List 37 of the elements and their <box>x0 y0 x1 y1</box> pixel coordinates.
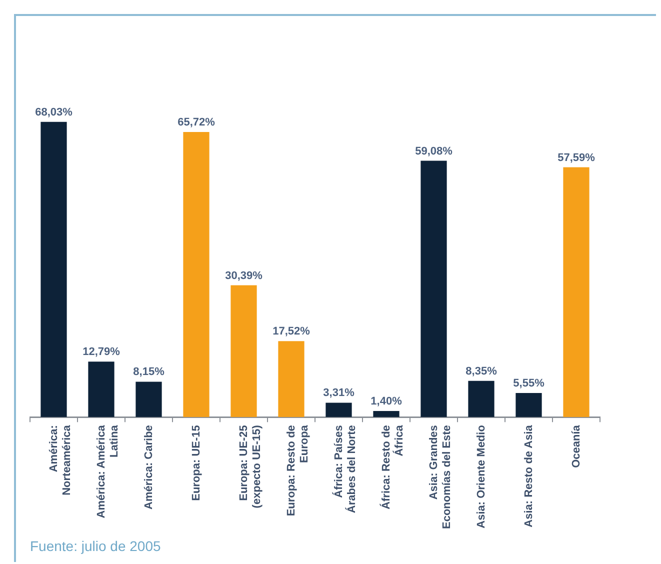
bar <box>468 380 494 418</box>
x-tick-label: Europa: UE-25 (expecto UE-15) <box>238 424 263 508</box>
x-tick-label: África: Resto de África <box>379 424 406 510</box>
bar <box>183 132 210 418</box>
bar <box>326 402 352 418</box>
data-label: 65,72% <box>178 116 216 128</box>
data-label: 5,55% <box>513 378 545 390</box>
data-label: 3,31% <box>323 387 355 400</box>
bar <box>516 392 542 418</box>
bar <box>373 411 400 418</box>
x-tick-label: Europa: Resto de Europa <box>285 424 310 516</box>
data-label: 12,79% <box>82 346 120 358</box>
data-label: 17,52% <box>272 326 310 338</box>
x-tick-label: África: Países Árabes del Norte <box>332 425 358 514</box>
data-label: 8,15% <box>133 366 165 378</box>
data-label: 59,08% <box>415 145 453 158</box>
x-tick-label: Asia: Grandes Economías del Este <box>428 425 453 530</box>
x-tick-label: América: Norteamérica <box>48 424 73 496</box>
data-label: 1,40% <box>370 396 402 408</box>
bar <box>563 167 590 418</box>
source-note: Fuente: julio de 2005 <box>30 538 161 554</box>
x-tick-label: Asia: Oriente Medio <box>475 424 488 528</box>
data-label: 57,59% <box>558 152 596 164</box>
bar <box>230 285 257 418</box>
bar <box>40 122 67 418</box>
data-label: 30,39% <box>225 270 263 282</box>
x-tick-label: América: Caribe <box>142 425 155 510</box>
data-label: 68,03% <box>35 106 73 118</box>
data-label: 8,35% <box>466 365 498 378</box>
bar <box>136 382 162 418</box>
bar <box>88 362 114 418</box>
x-tick-label: Asia: Resto de Asia <box>522 424 535 528</box>
x-tick-label: América: América Latina <box>95 424 120 518</box>
bar <box>420 160 447 418</box>
x-tick-label: Europa: UE-15 <box>190 425 202 501</box>
x-tick-label: Oceanía <box>570 424 582 468</box>
bar <box>278 341 304 418</box>
